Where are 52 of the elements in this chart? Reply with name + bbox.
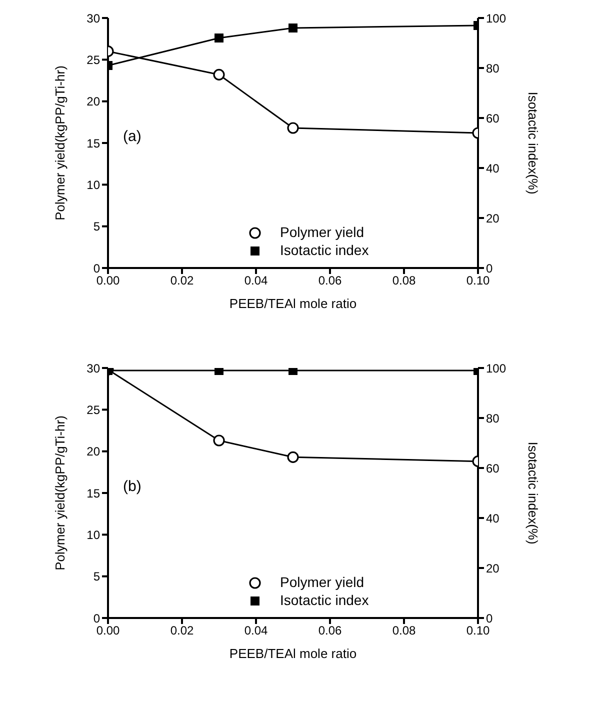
y2-tick-label: 40: [486, 511, 500, 526]
y-axis-title: Polymer yield(kgPP/gTi-hr): [52, 66, 68, 220]
y-tick-label: 30: [86, 11, 100, 26]
annotation: (b): [123, 478, 142, 495]
y-tick-label: 0: [93, 261, 100, 276]
y2-tick-label: 0: [486, 261, 493, 276]
y-tick-label: 25: [86, 52, 100, 67]
x-tick-label: 0.00: [96, 274, 120, 288]
y-tick-label: 30: [86, 361, 100, 376]
y2-tick-label: 60: [486, 111, 500, 126]
y-tick-label: 5: [93, 570, 100, 584]
y-tick-label: 5: [93, 220, 100, 234]
x-tick-label: 0.02: [170, 624, 194, 638]
annotation: (a): [123, 128, 142, 145]
x-tick-label: 0.08: [392, 624, 416, 638]
x-tick-label: 0.10: [466, 274, 490, 288]
y2-tick-label: 60: [486, 461, 500, 476]
y2-tick-label: 0: [486, 611, 493, 626]
y2-tick-label: 100: [486, 11, 506, 26]
legend-label: Polymer yield: [280, 224, 364, 240]
y-tick-label: 15: [86, 136, 100, 150]
y2-tick-label: 80: [486, 411, 500, 426]
x-axis-title: PEEB/TEAl mole ratio: [229, 646, 357, 661]
legend-label: Polymer yield: [280, 574, 364, 590]
y-tick-label: 10: [86, 528, 100, 542]
x-tick-label: 0.10: [466, 624, 490, 638]
y-tick-label: 10: [86, 178, 100, 192]
y2-tick-label: 20: [486, 211, 500, 226]
x-tick-label: 0.04: [244, 274, 268, 288]
x-tick-label: 0.08: [392, 274, 416, 288]
y-axis-title: Polymer yield(kgPP/gTi-hr): [52, 416, 68, 570]
x-axis-title: PEEB/TEAl mole ratio: [229, 296, 357, 311]
y2-tick-label: 100: [486, 361, 506, 376]
point: [287, 451, 299, 463]
y-tick-label: 0: [93, 611, 100, 626]
y2-axis-title: Isotactic index(%): [525, 92, 540, 194]
x-tick-label: 0.06: [318, 624, 342, 638]
x-tick-label: 0.04: [244, 624, 268, 638]
y-tick-label: 15: [86, 486, 100, 500]
y-tick-label: 25: [86, 402, 100, 417]
x-tick-label: 0.06: [318, 274, 342, 288]
x-tick-label: 0.02: [170, 274, 194, 288]
y-tick-label: 20: [86, 94, 100, 109]
legend-label: Isotactic index: [280, 592, 369, 608]
y-tick-label: 20: [86, 444, 100, 459]
point: [213, 434, 225, 446]
x-tick-label: 0.00: [96, 624, 120, 638]
legend-label: Isotactic index: [280, 242, 369, 258]
y2-tick-label: 80: [486, 61, 500, 76]
y2-tick-label: 40: [486, 161, 500, 176]
y2-axis-title: Isotactic index(%): [525, 442, 540, 544]
y2-tick-label: 20: [486, 561, 500, 576]
